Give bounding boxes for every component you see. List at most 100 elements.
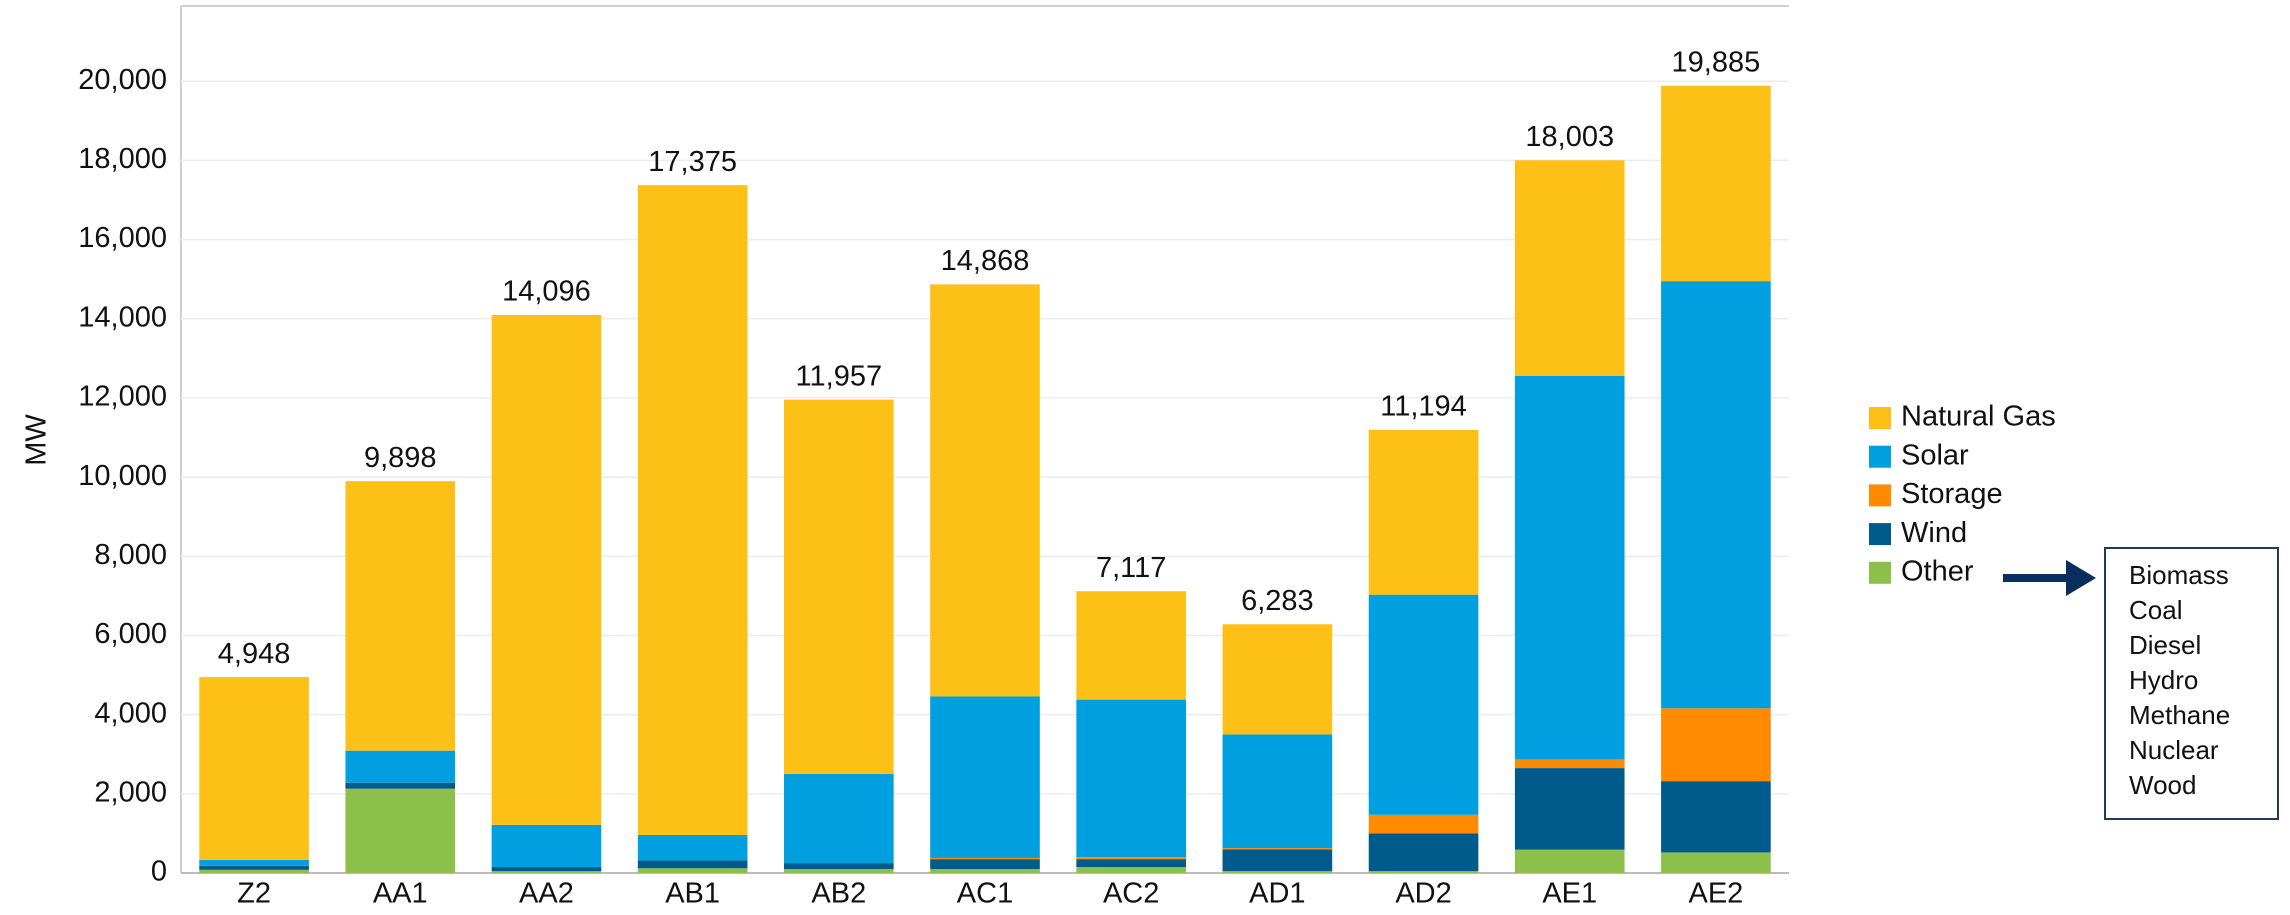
x-tick-label: AB1	[665, 878, 720, 910]
bar-segment	[784, 399, 894, 775]
total-label: 14,096	[502, 276, 591, 308]
x-tick-label: AB2	[811, 878, 866, 910]
y-tick-label: 0	[151, 856, 167, 888]
bar-segment	[1076, 859, 1186, 868]
bar-segment	[1368, 594, 1479, 815]
bar-segment	[1076, 591, 1186, 700]
other-breakdown-item: Wood	[2129, 770, 2196, 800]
bar-segment	[637, 860, 748, 869]
bar-segment	[637, 834, 748, 861]
legend-swatch	[1869, 523, 1891, 546]
bar-segment	[491, 871, 602, 873]
y-tick-label: 6,000	[94, 618, 167, 650]
bar-segment	[491, 824, 602, 868]
y-tick-label: 14,000	[78, 301, 167, 333]
bar-segment	[930, 869, 1040, 873]
bar-segment	[1076, 857, 1186, 860]
callout-arrow-head	[2066, 560, 2096, 596]
total-label: 11,957	[796, 360, 883, 392]
legend-label: Other	[1901, 555, 1974, 587]
total-label: 11,194	[1380, 390, 1467, 422]
x-tick-label: AC1	[957, 878, 1013, 910]
legend-label: Solar	[1901, 439, 1969, 471]
x-tick-label: AD1	[1249, 878, 1305, 910]
bar-segment	[1514, 160, 1625, 376]
y-tick-label: 10,000	[78, 460, 167, 492]
bar-segment	[930, 284, 1040, 697]
other-breakdown-item: Coal	[2129, 595, 2182, 625]
y-tick-label: 20,000	[78, 64, 167, 96]
other-breakdown-item: Biomass	[2129, 560, 2229, 590]
bar-segment	[1368, 429, 1479, 595]
bar-segment	[784, 869, 894, 873]
bar-segment	[1514, 849, 1625, 873]
y-tick-label: 18,000	[78, 143, 167, 175]
y-tick-label: 8,000	[94, 539, 167, 571]
bar-segment	[930, 857, 1040, 860]
y-axis-label: MW	[21, 414, 53, 466]
legend-swatch	[1869, 407, 1891, 429]
bar-segment	[345, 481, 456, 751]
bar-segment	[1368, 833, 1479, 872]
bar-segment	[1661, 708, 1771, 782]
bar-segment	[199, 677, 309, 860]
bar-segment	[1222, 848, 1333, 850]
total-label: 6,283	[1241, 585, 1314, 617]
bar-segment	[1222, 871, 1333, 873]
total-label: 18,003	[1525, 121, 1614, 153]
bar-segment	[1514, 375, 1625, 760]
legend-swatch	[1869, 445, 1891, 468]
total-label: 9,898	[364, 442, 437, 474]
legend-swatch	[1869, 561, 1891, 584]
bar-segment	[491, 314, 602, 825]
bar-segment	[1222, 734, 1333, 849]
bar-segment	[1514, 768, 1625, 850]
bar-segment	[1661, 85, 1771, 282]
legend-label: Natural Gas	[1901, 401, 2056, 433]
y-tick-label: 2,000	[94, 776, 167, 808]
x-tick-label: Z2	[237, 878, 271, 910]
bar-segment	[345, 750, 456, 783]
bar-segment	[1076, 699, 1186, 858]
y-tick-label: 4,000	[94, 697, 167, 729]
x-tick-label: AA2	[519, 878, 574, 910]
total-label: 14,868	[941, 245, 1030, 277]
bar-segment	[345, 788, 456, 873]
bar-segment	[199, 869, 309, 873]
legend-label: Wind	[1901, 517, 1967, 549]
x-tick-label: AE1	[1542, 878, 1597, 910]
x-tick-label: AA1	[373, 878, 428, 910]
bar-segment	[1222, 849, 1333, 872]
total-label: 4,948	[218, 638, 291, 670]
bar-segment	[637, 185, 748, 835]
bar-segment	[1661, 281, 1771, 709]
bar-segment	[1222, 624, 1333, 735]
bar-segment	[199, 859, 309, 866]
bar-segment	[1661, 852, 1771, 873]
bar-segment	[1514, 759, 1625, 769]
total-label: 17,375	[648, 146, 737, 178]
bar-segment	[1368, 871, 1479, 873]
bar-segment	[1076, 867, 1186, 873]
x-tick-label: AC2	[1103, 878, 1159, 910]
other-breakdown-item: Nuclear	[2129, 735, 2219, 765]
bar-segment	[784, 774, 894, 864]
other-breakdown-box	[2104, 547, 2279, 820]
bar-segment	[1661, 781, 1771, 853]
bar-segment	[491, 867, 602, 872]
legend-swatch	[1869, 484, 1891, 507]
y-tick-label: 16,000	[78, 222, 167, 254]
bar-segment	[1368, 814, 1479, 834]
bar-segment	[199, 865, 309, 870]
total-label: 7,117	[1096, 552, 1166, 584]
total-label: 19,885	[1672, 46, 1761, 78]
other-breakdown-item: Methane	[2129, 700, 2230, 730]
other-breakdown-item: Hydro	[2129, 665, 2198, 695]
x-tick-label: AE2	[1688, 878, 1743, 910]
bar-segment	[930, 859, 1040, 870]
x-tick-label: AD2	[1395, 878, 1451, 910]
y-tick-label: 12,000	[78, 381, 167, 413]
legend-label: Storage	[1901, 478, 2003, 510]
bar-segment	[637, 868, 748, 873]
